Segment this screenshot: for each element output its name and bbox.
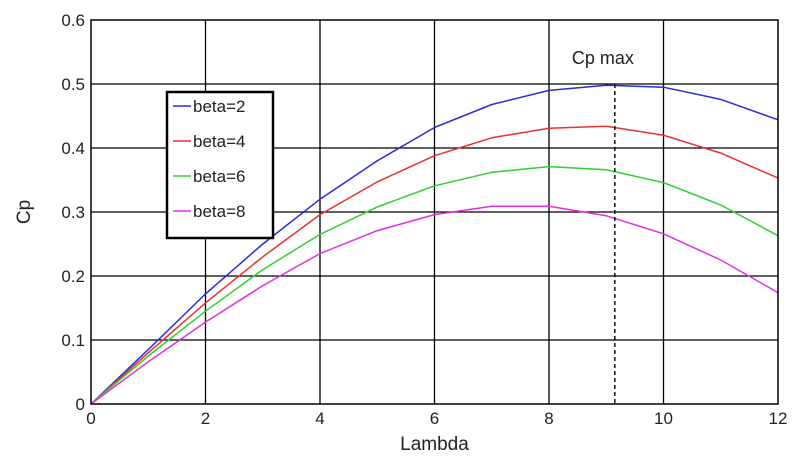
- series-line-beta-6: [90, 165, 779, 405]
- x-tick-label: 10: [654, 409, 673, 428]
- legend-entry: beta=4: [193, 132, 245, 151]
- series-line-beta-2: [90, 84, 779, 405]
- x-tick-label: 2: [201, 409, 210, 428]
- legend-entry: beta=6: [193, 167, 245, 186]
- x-tick-label: 12: [769, 409, 788, 428]
- legend: beta=2 beta=4 beta=6 beta=8: [165, 90, 275, 240]
- cp-max-label: Cp max: [572, 48, 634, 68]
- x-axis-label: Lambda: [400, 434, 469, 455]
- grid-lines: [91, 20, 778, 404]
- y-tick-label: 0.2: [61, 267, 85, 286]
- x-tick-label: 6: [430, 409, 439, 428]
- y-tick-label: 0.5: [61, 75, 85, 94]
- plot-frame: [90, 19, 779, 405]
- legend-box: [165, 90, 275, 240]
- y-axis-label: Cp: [14, 200, 35, 224]
- series-line-beta-8: [90, 205, 779, 405]
- series-line-beta-4: [90, 125, 779, 405]
- series-lines: [90, 84, 779, 405]
- x-tick-labels: 0 2 4 6 8 10 12: [86, 409, 787, 428]
- cp-max-annotation: Cp max: [572, 48, 634, 404]
- y-tick-label: 0.6: [61, 11, 85, 30]
- y-tick-label: 0.3: [61, 203, 85, 222]
- x-tick-label: 4: [315, 409, 324, 428]
- y-tick-label: 0: [76, 395, 85, 414]
- y-tick-label: 0.4: [61, 139, 85, 158]
- y-tick-label: 0.1: [61, 331, 85, 350]
- legend-entry: beta=8: [193, 202, 245, 221]
- x-tick-label: 8: [544, 409, 553, 428]
- legend-entry: beta=2: [193, 97, 245, 116]
- x-tick-label: 0: [86, 409, 95, 428]
- y-tick-labels: 0 0.1 0.2 0.3 0.4 0.5 0.6: [61, 11, 85, 414]
